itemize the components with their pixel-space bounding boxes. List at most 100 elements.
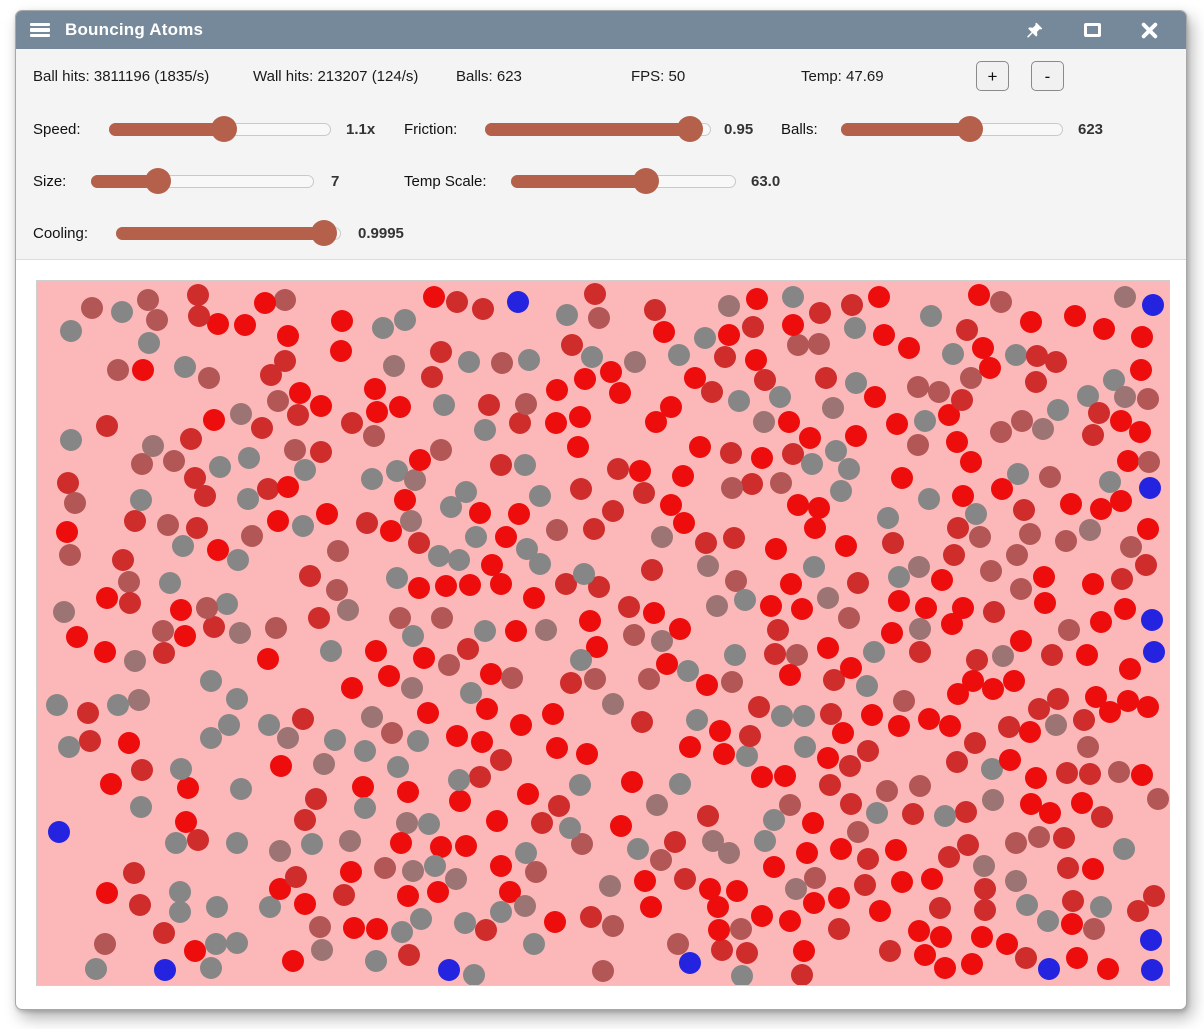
ball	[56, 472, 79, 495]
speed-slider-fill	[109, 122, 224, 136]
pin-icon[interactable]	[1025, 21, 1044, 40]
ball	[887, 714, 910, 737]
ball	[781, 313, 804, 336]
ball	[753, 369, 776, 392]
ball	[153, 921, 176, 944]
ball	[1032, 417, 1055, 440]
ball	[792, 704, 815, 727]
ball	[651, 526, 674, 549]
ball	[698, 877, 721, 900]
ball	[718, 294, 741, 317]
ball	[972, 854, 995, 877]
ball	[381, 721, 404, 744]
ball	[587, 307, 610, 330]
ball	[695, 532, 718, 555]
titlebar[interactable]: Bouncing Atoms	[16, 11, 1186, 49]
ball	[514, 454, 537, 477]
slider-row-2: Size: 7 Temp Scale: 63.0	[16, 155, 1186, 207]
ball	[555, 304, 578, 327]
ball	[885, 839, 908, 862]
ball	[429, 438, 452, 461]
slider-row-3: Cooling: 0.9995	[16, 207, 1186, 259]
ball	[946, 683, 969, 706]
ball	[609, 814, 632, 837]
ball	[933, 957, 956, 980]
speed-slider[interactable]	[109, 116, 331, 142]
ball	[943, 544, 966, 567]
ball	[956, 319, 979, 342]
speed-slider-thumb[interactable]	[211, 116, 238, 142]
ball	[1039, 465, 1061, 488]
ball	[1090, 498, 1113, 521]
ball	[561, 334, 584, 357]
ball	[175, 811, 197, 834]
ball	[579, 609, 602, 632]
ball	[332, 884, 355, 907]
ball	[60, 319, 83, 342]
size-slider-thumb[interactable]	[145, 168, 172, 194]
size-slider[interactable]	[91, 168, 314, 194]
cooling-slider-thumb[interactable]	[311, 220, 338, 246]
ball	[1020, 792, 1043, 815]
ball	[1045, 351, 1068, 373]
ball	[730, 964, 753, 985]
ball	[106, 693, 129, 716]
ball	[824, 440, 847, 462]
maximize-icon[interactable]	[1084, 23, 1101, 37]
balls-slider-thumb[interactable]	[956, 116, 983, 142]
ball	[353, 797, 376, 820]
ball	[489, 854, 512, 877]
ball	[308, 916, 331, 939]
ball	[730, 918, 753, 941]
ball	[1010, 577, 1033, 600]
ball	[881, 532, 904, 555]
ball	[656, 653, 679, 676]
ball	[474, 418, 497, 441]
ball	[798, 427, 821, 450]
ball	[274, 350, 297, 373]
ball	[712, 742, 735, 765]
ball	[651, 630, 674, 653]
stat-fps: FPS: 50	[631, 67, 686, 85]
ball	[1027, 826, 1050, 849]
menu-icon[interactable]	[30, 22, 50, 38]
ball	[217, 714, 240, 737]
temp-scale-slider[interactable]	[511, 168, 736, 194]
ball	[354, 740, 377, 763]
ball	[1126, 900, 1149, 923]
ball	[708, 918, 731, 941]
ball	[164, 832, 187, 855]
ball	[735, 745, 758, 768]
ball	[514, 895, 537, 918]
ball	[171, 534, 194, 557]
temp-decrease-button[interactable]: -	[1031, 61, 1064, 91]
cooling-value: 0.9995	[358, 224, 404, 242]
ball	[839, 657, 862, 680]
ball	[458, 573, 481, 596]
temp-increase-button[interactable]: +	[976, 61, 1009, 91]
temp-scale-slider-thumb[interactable]	[632, 168, 659, 194]
ball	[100, 772, 123, 795]
ball	[1041, 644, 1064, 667]
ball	[952, 596, 975, 619]
ball	[545, 737, 568, 760]
simulation-canvas[interactable]	[36, 280, 1170, 986]
ball	[623, 623, 646, 646]
ball	[396, 781, 419, 804]
ball	[1082, 917, 1105, 940]
ball	[972, 336, 995, 359]
close-icon[interactable]	[1141, 22, 1158, 39]
ball	[203, 615, 226, 638]
ball	[959, 366, 982, 389]
friction-slider[interactable]	[485, 116, 711, 142]
ball	[1137, 387, 1160, 410]
ball	[920, 304, 943, 327]
cooling-slider[interactable]	[116, 220, 341, 246]
ball	[901, 802, 924, 825]
ball	[1118, 657, 1141, 680]
balls-slider[interactable]	[841, 116, 1063, 142]
friction-slider-thumb[interactable]	[676, 116, 703, 142]
ball	[490, 351, 513, 374]
ball	[1141, 959, 1163, 981]
ball	[544, 911, 567, 934]
